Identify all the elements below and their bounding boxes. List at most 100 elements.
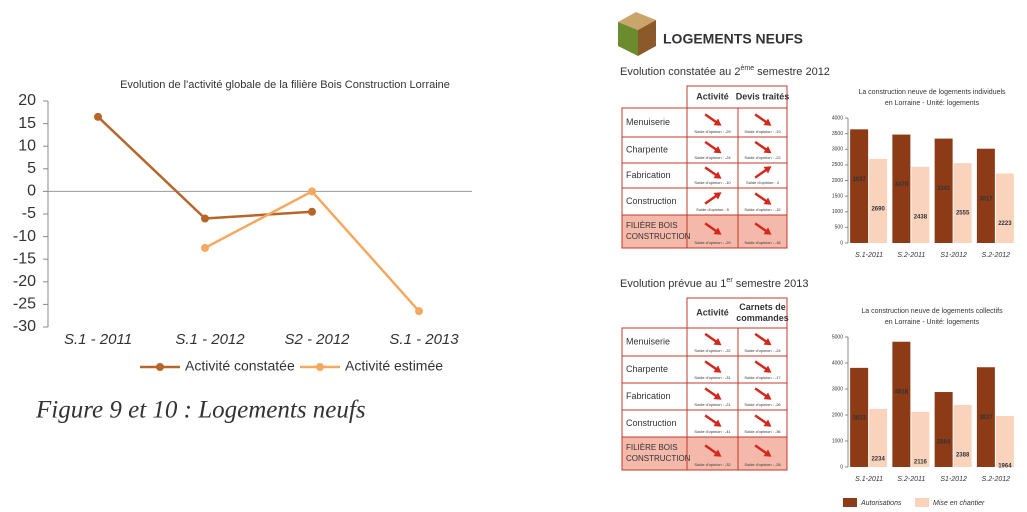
point (94, 112, 102, 121)
arrow-head (763, 449, 772, 457)
bar-value: 2234 (871, 456, 885, 462)
bar-value: 3837 (979, 415, 993, 421)
cell-note: Solde d'opinion : -29 (694, 129, 731, 134)
trend-arrow (754, 360, 772, 373)
bar (976, 367, 995, 467)
bar (911, 166, 930, 243)
trend-arrow (754, 113, 772, 126)
arrow-head (763, 392, 772, 400)
caption: Figure 9 et 10 : Logements neufs (35, 397, 366, 424)
y-tick-label: -25 (13, 296, 36, 313)
row-label: CONSTRUCTION (626, 232, 691, 241)
bar-value: 3637 (852, 177, 866, 183)
table-heading: Evolution constatée au 2ème semestre 201… (620, 65, 830, 78)
arrow-head (713, 192, 722, 200)
y-tick-label: -15 (13, 250, 36, 267)
chart-title: Evolution de l'activité globale de la fi… (120, 79, 450, 91)
legend-dot (316, 363, 324, 371)
y-tick-label: 500 (835, 225, 844, 231)
chart-title: en Lorraine - Unité: logements (885, 100, 980, 107)
bar (850, 129, 869, 243)
y-tick-label: 2500 (832, 162, 843, 168)
arrow-shaft (754, 332, 768, 343)
trend-arrow (754, 192, 772, 205)
arrow-shaft (704, 166, 718, 177)
y-tick-label: 0 (27, 183, 36, 200)
bar (892, 341, 911, 467)
legend-label: Autorisations (860, 500, 902, 507)
arrow-shaft (704, 360, 718, 371)
trend-arrow (704, 222, 722, 235)
cell-note: Solde d'opinion : -19 (744, 129, 781, 134)
bar (892, 134, 911, 243)
arrow-shaft (754, 168, 768, 179)
trend-arrow (754, 444, 772, 457)
table-heading: Evolution prévue au 1er semestre 2013 (620, 277, 808, 290)
trend-arrow (704, 444, 722, 457)
row (621, 409, 788, 438)
row-label: Fabrication (626, 170, 671, 180)
cell-note: Solde d'opinion : 5 (696, 207, 730, 212)
row (621, 436, 788, 471)
arrow-shaft (754, 140, 768, 151)
bar (911, 411, 930, 467)
row-label: Construction (626, 196, 677, 206)
row-label: Menuiserie (626, 336, 670, 346)
trend-arrow (704, 414, 722, 427)
bar-value: 2438 (914, 214, 928, 220)
series-line (97, 115, 313, 220)
bar-value: 3017 (979, 196, 993, 202)
arrow-shaft (754, 414, 768, 425)
trend-arrow (704, 332, 722, 346)
y-tick-label: -30 (13, 318, 36, 335)
legend-label: Mise en chantier (933, 500, 985, 507)
x-tick-label: S.2-2011 (897, 252, 925, 259)
arrow-shaft (704, 387, 718, 398)
cell-note: Solde d'opinion : -36 (744, 429, 781, 434)
heading-part: er (726, 277, 733, 284)
arrow-head (763, 166, 772, 174)
arrow-head (763, 146, 772, 154)
arrow-shaft (704, 444, 718, 455)
y-tick-label: 15 (18, 115, 36, 132)
arrow-shaft (754, 387, 768, 398)
bar-value: 3470 (895, 182, 909, 188)
y-tick-label: 3000 (832, 147, 843, 153)
column-header: Carnets de (739, 302, 786, 312)
trend-arrow (704, 113, 722, 126)
cell-note: Solde d'opinion : -31 (694, 375, 731, 380)
cell-note: Solde d'opinion : 4 (746, 180, 780, 185)
arrow-head (713, 118, 722, 126)
bar-value: 2388 (956, 452, 970, 458)
x-tick-label: S2 - 2012 (284, 331, 350, 348)
logo (618, 12, 656, 56)
trend-arrow (754, 166, 772, 179)
y-tick-label: 20 (18, 92, 36, 109)
bar-value: 2223 (998, 221, 1012, 227)
section-title: LOGEMENTS NEUFS (663, 31, 803, 47)
cell-note: Solde d'opinion : -22 (744, 155, 781, 160)
y-tick-label: -5 (22, 205, 36, 222)
trend-arrow (704, 166, 722, 179)
trend-arrow (704, 387, 722, 400)
bar-value: 3813 (852, 415, 866, 421)
point (308, 207, 316, 216)
y-tick-label: 0 (840, 240, 843, 246)
arrow-shaft (754, 192, 768, 203)
y-tick-label: 10 (18, 137, 36, 154)
column-header: Activité (696, 91, 729, 101)
arrow-head (713, 365, 722, 373)
y-tick-label: 5000 (832, 334, 843, 340)
y-tick-label: 0 (840, 464, 843, 470)
arrow-head (713, 338, 722, 346)
arrow-shaft (754, 113, 768, 124)
bar (934, 138, 953, 243)
y-tick-label: -10 (13, 228, 36, 245)
legend-label: Activité constatée (185, 358, 295, 374)
bar (869, 408, 888, 467)
trend-arrow (754, 414, 772, 427)
y-tick-label: 1500 (832, 193, 843, 199)
arrow-head (763, 118, 772, 126)
y-tick-label: 4000 (832, 115, 843, 121)
